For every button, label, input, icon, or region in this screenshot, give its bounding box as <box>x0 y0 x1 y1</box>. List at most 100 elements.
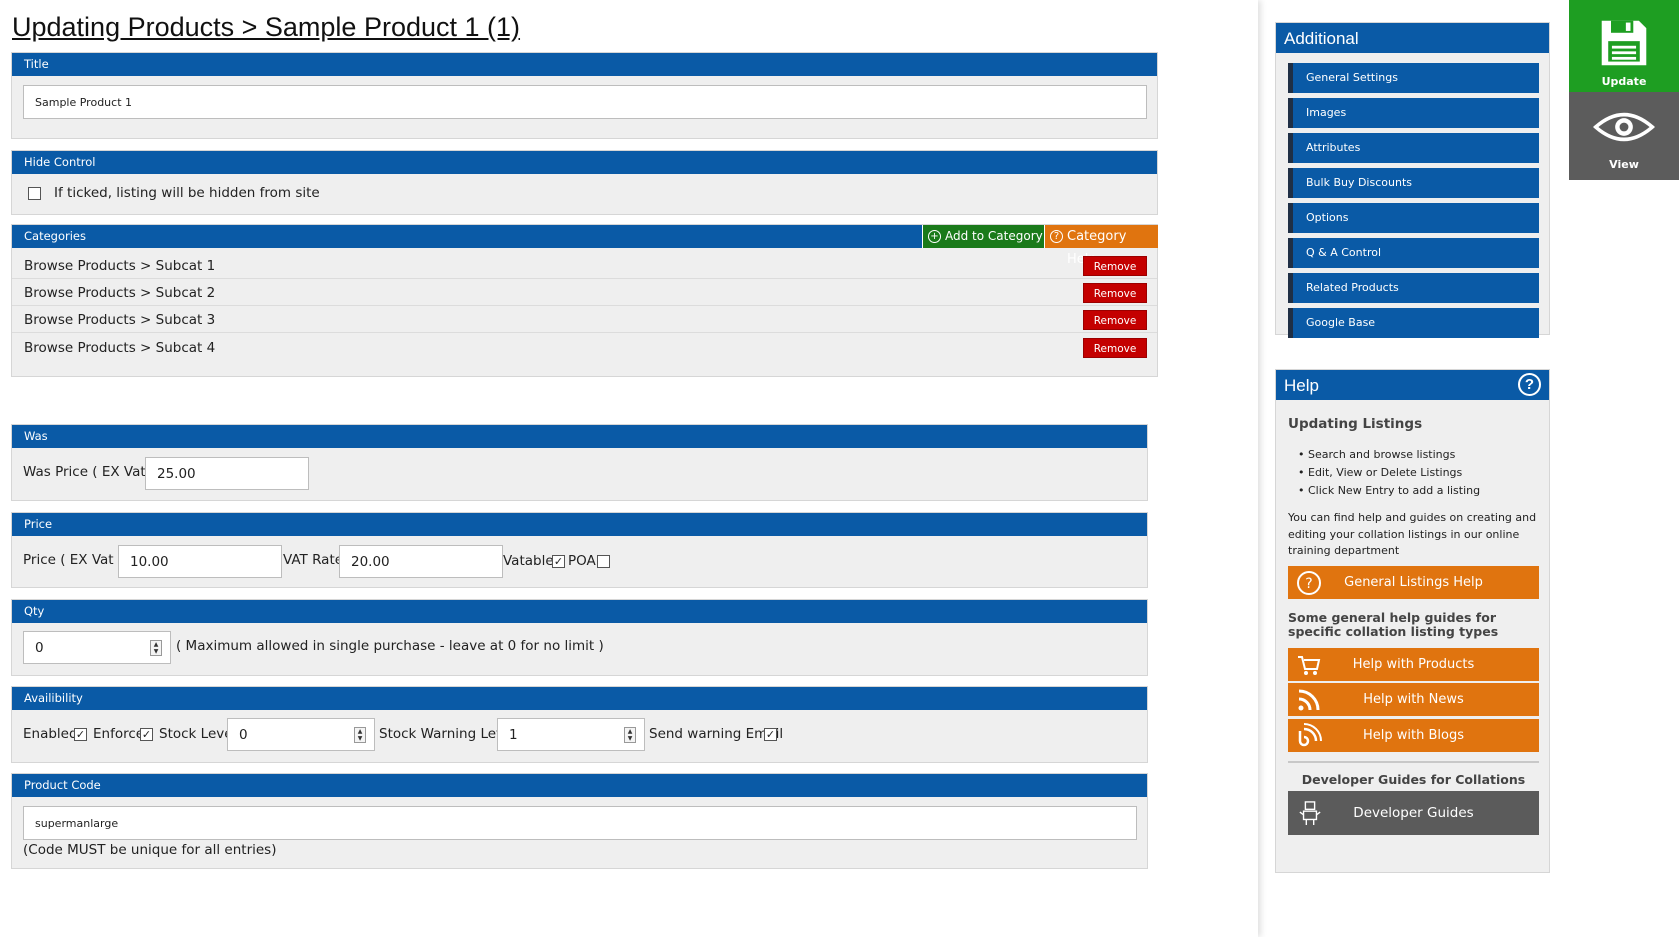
remove-category-button[interactable]: Remove <box>1083 310 1147 330</box>
vat-rate-label: VAT Rate <box>283 552 344 568</box>
divider <box>1288 761 1539 763</box>
vat-rate-input[interactable]: 20.00 <box>339 545 503 578</box>
page-title: Updating Products > Sample Product 1 (1) <box>12 12 521 42</box>
categories-panel: Categories + Add to Category ? Category … <box>11 224 1158 377</box>
menu-general-settings[interactable]: General Settings <box>1288 63 1539 93</box>
help-title: Updating Listings <box>1288 416 1423 432</box>
help-with-news-button[interactable]: Help with News <box>1288 683 1539 716</box>
eye-icon <box>1593 112 1655 142</box>
additional-panel: Additional General Settings Images Attri… <box>1275 22 1550 338</box>
stock-level-value: 0 <box>239 727 248 743</box>
enabled-label: Enabled <box>23 726 78 742</box>
general-listings-help-label: General Listings Help <box>1344 575 1483 590</box>
stock-warning-value: 1 <box>509 727 518 743</box>
category-row: Browse Products > Subcat 1 Remove <box>12 252 1157 279</box>
spinner-arrows-icon[interactable]: ▲ ▼ <box>354 726 366 743</box>
qty-hint: ( Maximum allowed in single purchase - l… <box>176 638 604 654</box>
availability-panel: Availibility Enabled ✓ Enforce ✓ Stock L… <box>11 686 1148 763</box>
developer-guides-button[interactable]: Developer Guides <box>1288 791 1539 835</box>
stock-level-stepper[interactable]: 0 ▲ ▼ <box>227 718 375 751</box>
title-panel-header: Title <box>12 53 1157 76</box>
categories-title: Categories <box>24 229 86 243</box>
categories-header: Categories + Add to Category ? Category … <box>12 225 1158 267</box>
poa-label: POA <box>568 553 596 569</box>
specific-help-title: Some general help guides for specific co… <box>1288 610 1499 639</box>
product-code-header: Product Code <box>12 774 1147 797</box>
category-path: Browse Products > Subcat 3 <box>24 312 216 328</box>
question-circle-icon: ? <box>1050 230 1063 243</box>
enforce-checkbox[interactable]: ✓ <box>140 728 153 741</box>
price-label: Price ( EX Vat ) <box>23 552 124 568</box>
price-panel: Price Price ( EX Vat ) 10.00 VAT Rate 20… <box>11 512 1148 588</box>
product-code-input[interactable]: supermanlarge <box>23 806 1137 840</box>
remove-category-button[interactable]: Remove <box>1083 256 1147 276</box>
help-header: Help ? <box>1276 370 1549 400</box>
menu-bulk-buy-discounts[interactable]: Bulk Buy Discounts <box>1288 168 1539 198</box>
menu-images[interactable]: Images <box>1288 98 1539 128</box>
help-bullet: • Edit, View or Delete Listings <box>1298 466 1463 479</box>
price-header: Price <box>12 513 1147 536</box>
main-content: Updating Products > Sample Product 1 (1)… <box>11 12 1158 869</box>
poa-checkbox[interactable] <box>597 555 610 568</box>
vatable-checkbox[interactable]: ✓ <box>552 555 565 568</box>
plus-circle-icon: + <box>928 230 941 243</box>
price-input[interactable]: 10.00 <box>118 545 282 578</box>
remove-category-button[interactable]: Remove <box>1083 338 1147 358</box>
qty-panel: Qty 0 ▲ ▼ ( Maximum allowed in single pur… <box>11 599 1148 676</box>
was-price-label: Was Price ( EX Vat ) <box>23 464 156 480</box>
additional-header: Additional <box>1276 23 1549 53</box>
was-price-input[interactable]: 25.00 <box>145 457 309 490</box>
developer-guides-title: Developer Guides for Collations <box>1301 772 1526 787</box>
help-with-products-button[interactable]: Help with Products <box>1288 648 1539 681</box>
menu-google-base[interactable]: Google Base <box>1288 308 1539 338</box>
update-label: Update <box>1601 75 1647 88</box>
hide-checkbox[interactable] <box>28 187 41 200</box>
action-column: Update View <box>1569 0 1679 180</box>
robot-icon <box>1299 801 1321 825</box>
developer-guides-label: Developer Guides <box>1353 805 1474 821</box>
floppy-disk-icon <box>1601 20 1647 66</box>
category-row: Browse Products > Subcat 2 Remove <box>12 279 1157 306</box>
title-panel: Title Sample Product 1 <box>11 52 1158 139</box>
title-input[interactable]: Sample Product 1 <box>23 85 1147 119</box>
menu-related-products[interactable]: Related Products <box>1288 273 1539 303</box>
help-with-news-label: Help with News <box>1363 692 1464 707</box>
category-help-button[interactable]: ? Category Help <box>1044 225 1158 267</box>
hide-control-header: Hide Control <box>12 151 1157 174</box>
hide-checkbox-label: If ticked, listing will be hidden from s… <box>54 185 320 201</box>
enabled-checkbox[interactable]: ✓ <box>74 728 87 741</box>
view-button[interactable]: View <box>1569 92 1679 180</box>
enforce-label: Enforce <box>93 726 145 742</box>
spinner-arrows-icon[interactable]: ▲ ▼ <box>624 726 636 743</box>
view-label: View <box>1609 158 1639 171</box>
help-with-blogs-label: Help with Blogs <box>1363 728 1464 743</box>
category-path: Browse Products > Subcat 4 <box>24 340 216 356</box>
category-row: Browse Products > Subcat 3 Remove <box>12 306 1157 333</box>
help-question-icon[interactable]: ? <box>1518 373 1541 396</box>
help-bullet: • Search and browse listings <box>1298 448 1456 461</box>
rss-icon <box>1298 689 1320 711</box>
help-with-blogs-button[interactable]: Help with Blogs <box>1288 719 1539 752</box>
hide-control-panel: Hide Control If ticked, listing will be … <box>11 150 1158 215</box>
help-panel: Help ? Updating Listings • Search and br… <box>1275 369 1550 873</box>
category-path: Browse Products > Subcat 1 <box>24 258 216 274</box>
menu-attributes[interactable]: Attributes <box>1288 133 1539 163</box>
product-code-note: (Code MUST be unique for all entries) <box>23 842 277 858</box>
menu-qa-control[interactable]: Q & A Control <box>1288 238 1539 268</box>
general-listings-help-button[interactable]: ? General Listings Help <box>1288 566 1539 599</box>
qty-stepper[interactable]: 0 ▲ ▼ <box>23 631 171 664</box>
send-warning-checkbox[interactable]: ✓ <box>764 728 777 741</box>
update-button[interactable]: Update <box>1569 0 1679 92</box>
cart-icon <box>1298 656 1321 675</box>
category-path: Browse Products > Subcat 2 <box>24 285 216 301</box>
availability-header: Availibility <box>12 687 1147 710</box>
menu-options[interactable]: Options <box>1288 203 1539 233</box>
help-paragraph: You can find help and guides on creating… <box>1288 511 1537 557</box>
spinner-arrows-icon[interactable]: ▲ ▼ <box>150 639 162 656</box>
stock-warning-stepper[interactable]: 1 ▲ ▼ <box>497 718 645 751</box>
add-to-category-button[interactable]: + Add to Category <box>922 225 1044 248</box>
was-panel: Was Was Price ( EX Vat ) 25.00 <box>11 424 1148 501</box>
help-header-title: Help <box>1284 376 1319 395</box>
remove-category-button[interactable]: Remove <box>1083 283 1147 303</box>
